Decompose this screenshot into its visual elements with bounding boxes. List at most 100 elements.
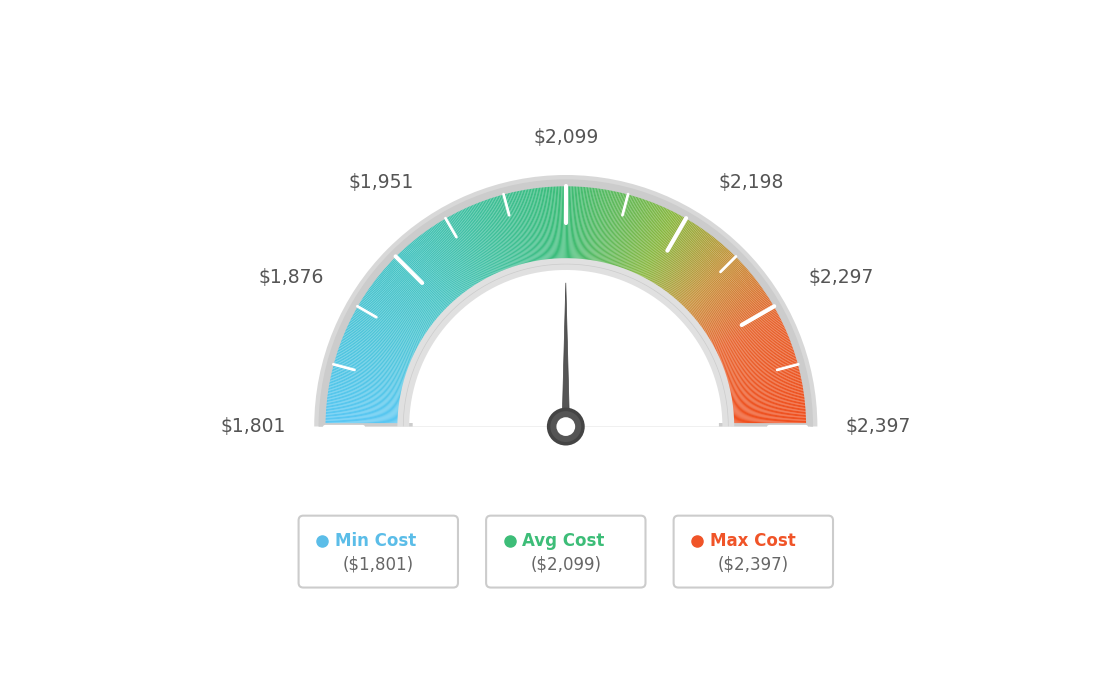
- Wedge shape: [453, 210, 491, 283]
- Wedge shape: [323, 396, 404, 407]
- Wedge shape: [492, 194, 518, 272]
- Text: $1,876: $1,876: [258, 268, 323, 287]
- Wedge shape: [322, 425, 403, 426]
- Wedge shape: [425, 227, 473, 294]
- Wedge shape: [361, 293, 429, 339]
- Wedge shape: [719, 346, 796, 373]
- Text: $1,951: $1,951: [348, 173, 414, 192]
- Wedge shape: [388, 259, 447, 316]
- Wedge shape: [362, 292, 431, 338]
- Wedge shape: [521, 186, 538, 267]
- Wedge shape: [502, 191, 524, 270]
- Wedge shape: [325, 388, 405, 402]
- Wedge shape: [715, 333, 792, 365]
- Wedge shape: [389, 259, 448, 315]
- Wedge shape: [651, 219, 696, 289]
- Wedge shape: [478, 199, 508, 275]
- Wedge shape: [609, 192, 633, 270]
- Text: $1,801: $1,801: [221, 417, 286, 436]
- Wedge shape: [570, 183, 573, 264]
- Wedge shape: [611, 192, 634, 270]
- Wedge shape: [699, 286, 766, 333]
- Wedge shape: [604, 190, 625, 269]
- Wedge shape: [699, 287, 766, 335]
- Wedge shape: [351, 309, 424, 349]
- Wedge shape: [339, 337, 415, 368]
- Wedge shape: [573, 183, 578, 264]
- Wedge shape: [376, 271, 440, 324]
- Wedge shape: [342, 327, 417, 361]
- Wedge shape: [599, 188, 617, 268]
- Wedge shape: [323, 399, 404, 409]
- Wedge shape: [636, 207, 672, 280]
- Wedge shape: [330, 362, 410, 384]
- Wedge shape: [401, 246, 457, 307]
- Wedge shape: [627, 201, 660, 277]
- Wedge shape: [696, 279, 761, 329]
- Wedge shape: [355, 301, 426, 344]
- Wedge shape: [711, 319, 785, 355]
- Wedge shape: [713, 326, 788, 360]
- Wedge shape: [661, 229, 710, 296]
- Wedge shape: [693, 276, 758, 327]
- Wedge shape: [716, 334, 792, 366]
- Wedge shape: [514, 188, 532, 268]
- Wedge shape: [332, 354, 411, 380]
- Wedge shape: [563, 183, 565, 264]
- Wedge shape: [340, 334, 415, 366]
- Wedge shape: [322, 414, 403, 420]
- Wedge shape: [724, 369, 803, 389]
- Wedge shape: [681, 254, 740, 313]
- Text: $2,198: $2,198: [718, 173, 784, 192]
- Text: ($2,397): ($2,397): [718, 555, 789, 573]
- Wedge shape: [449, 212, 489, 284]
- Wedge shape: [622, 198, 651, 275]
- Wedge shape: [459, 207, 496, 280]
- Wedge shape: [396, 250, 454, 310]
- Wedge shape: [416, 233, 467, 298]
- Wedge shape: [428, 224, 476, 292]
- Wedge shape: [627, 201, 658, 276]
- Wedge shape: [426, 226, 474, 293]
- Wedge shape: [694, 278, 761, 328]
- Wedge shape: [650, 218, 693, 288]
- Wedge shape: [474, 201, 505, 276]
- Wedge shape: [353, 305, 425, 346]
- Wedge shape: [671, 241, 725, 304]
- Wedge shape: [641, 210, 680, 283]
- Text: $2,397: $2,397: [846, 417, 911, 436]
- Wedge shape: [417, 232, 468, 297]
- Wedge shape: [715, 331, 790, 364]
- Wedge shape: [447, 213, 488, 285]
- Wedge shape: [439, 217, 482, 288]
- Wedge shape: [528, 186, 541, 266]
- Wedge shape: [571, 183, 575, 264]
- Wedge shape: [681, 255, 741, 313]
- Wedge shape: [705, 302, 776, 345]
- Wedge shape: [707, 305, 778, 346]
- Wedge shape: [721, 353, 798, 378]
- Text: ($2,099): ($2,099): [530, 555, 602, 573]
- Wedge shape: [612, 193, 635, 270]
- Wedge shape: [583, 184, 593, 265]
- Wedge shape: [400, 247, 456, 308]
- Wedge shape: [435, 220, 479, 289]
- Wedge shape: [460, 206, 497, 280]
- Wedge shape: [503, 190, 526, 269]
- Wedge shape: [461, 206, 498, 279]
- Wedge shape: [352, 308, 424, 348]
- Wedge shape: [481, 197, 511, 274]
- Wedge shape: [322, 424, 403, 426]
- Wedge shape: [569, 183, 572, 264]
- Wedge shape: [545, 184, 553, 264]
- Wedge shape: [648, 217, 691, 287]
- Wedge shape: [580, 184, 588, 265]
- Wedge shape: [694, 277, 760, 328]
- Wedge shape: [608, 191, 630, 270]
- Wedge shape: [497, 193, 520, 270]
- Wedge shape: [402, 245, 457, 306]
- Wedge shape: [452, 210, 490, 283]
- Wedge shape: [328, 373, 407, 392]
- Wedge shape: [423, 228, 471, 295]
- Wedge shape: [728, 404, 808, 413]
